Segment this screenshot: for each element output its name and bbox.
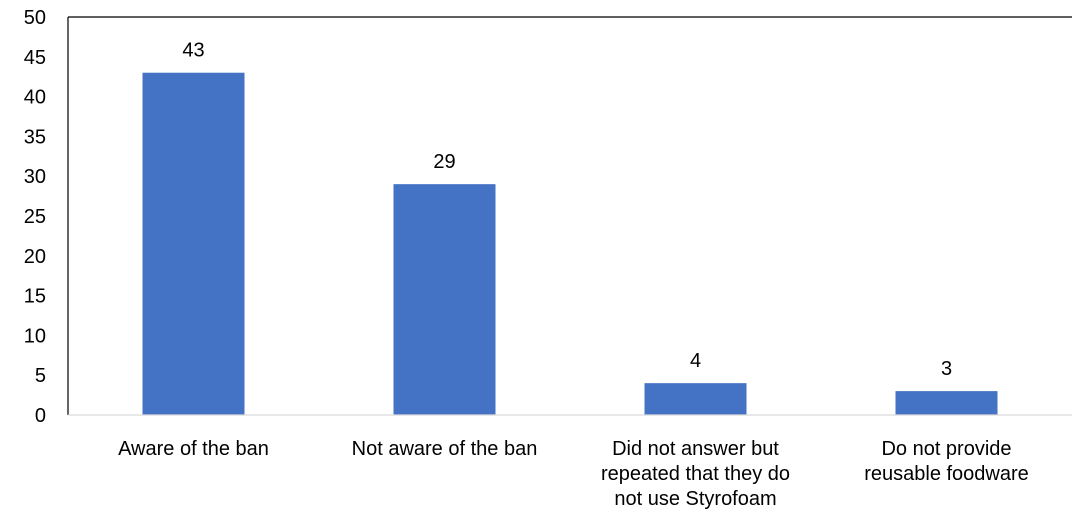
y-tick-label: 50 [24, 7, 46, 29]
x-tick-label: Do not provide reusable foodware [864, 438, 1029, 485]
bars [142, 72, 998, 415]
y-tick-label: 0 [35, 405, 46, 427]
x-tick-label: Aware of the ban [118, 438, 269, 460]
y-tick-label: 15 [24, 286, 46, 308]
y-tick-label: 20 [24, 246, 46, 268]
bar-value-label: 29 [433, 151, 455, 173]
y-tick-label: 5 [35, 365, 46, 387]
y-tick-label: 35 [24, 126, 46, 148]
bar [644, 383, 747, 415]
y-tick-label: 25 [24, 206, 46, 228]
y-tick-label: 45 [24, 47, 46, 69]
y-axis-ticks: 0 5 10 15 20 25 30 35 40 45 50 [24, 7, 46, 427]
y-tick-label: 30 [24, 166, 46, 188]
y-tick-label: 10 [24, 325, 46, 347]
y-tick-label: 40 [24, 87, 46, 109]
bar-value-label: 3 [941, 358, 952, 380]
category-labels: Aware of the ban Not aware of the ban Did … [118, 438, 1029, 510]
bar [142, 72, 245, 415]
bar-value-label: 43 [182, 40, 204, 62]
x-tick-label: Did not answer but repeated that they do n… [601, 438, 790, 510]
x-tick-label: Not aware of the ban [352, 438, 538, 460]
bar [895, 391, 998, 415]
bar [393, 184, 496, 415]
bar-value-label: 4 [690, 350, 701, 372]
